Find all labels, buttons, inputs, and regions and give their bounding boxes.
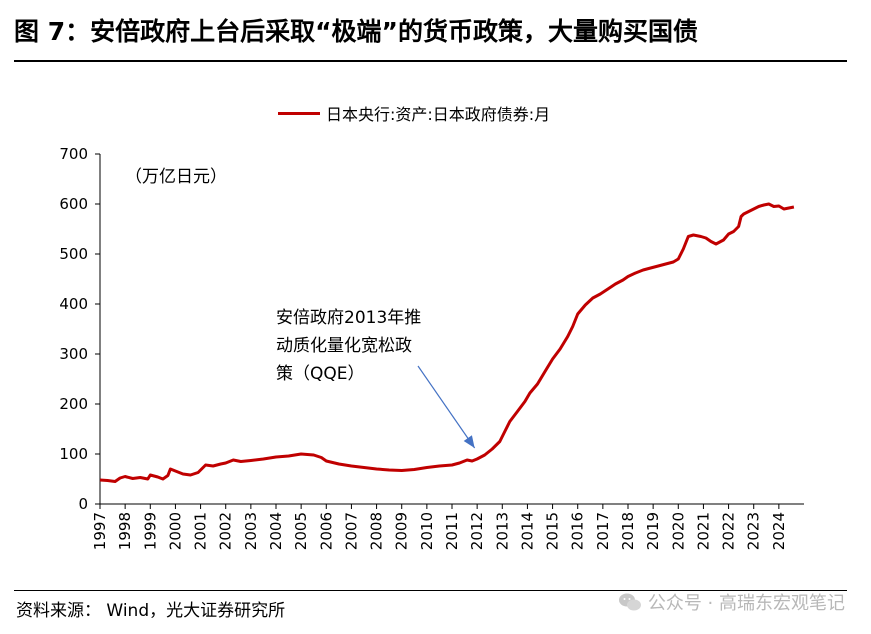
- chart-legend: 日本央行:资产:日本政府债券:月: [278, 103, 551, 124]
- x-tick-label: 2019: [644, 512, 662, 550]
- x-tick-label: 2014: [518, 512, 536, 550]
- y-tick-label: 200: [59, 395, 88, 413]
- y-tick-label: 400: [59, 295, 88, 313]
- x-tick-label: 2005: [292, 512, 310, 550]
- x-tick-label: 2015: [544, 512, 562, 550]
- x-tick-label: 2003: [242, 512, 260, 550]
- watermark-text: 公众号 · 高瑞东宏观笔记: [647, 593, 845, 614]
- x-tick-label: 2007: [342, 512, 360, 550]
- x-tick-label: 2004: [267, 512, 285, 550]
- x-tick-label: 2024: [770, 512, 788, 550]
- y-tick-label: 0: [78, 495, 88, 513]
- chart-series: [99, 202, 795, 483]
- annotation-line-2: 动质化量化宽松政: [276, 336, 412, 356]
- x-tick-label: 2001: [192, 512, 210, 550]
- series-line: [99, 202, 795, 483]
- legend-label: 日本央行:资产:日本政府债券:月: [326, 105, 551, 124]
- x-tick-label: 1997: [91, 512, 109, 550]
- arrow-shaft: [417, 365, 476, 449]
- y-tick-label: 100: [59, 445, 88, 463]
- x-tick-label: 2018: [619, 512, 637, 550]
- x-tick-label: 2021: [694, 512, 712, 550]
- x-tick-label: 2016: [569, 512, 587, 550]
- x-tick-label: 2017: [594, 512, 612, 550]
- x-tick-label: 2011: [443, 512, 461, 550]
- y-tick-label: 600: [59, 195, 88, 213]
- x-tick-label: 2023: [745, 512, 763, 550]
- x-tick-label: 2020: [669, 512, 687, 550]
- y-tick-label: 300: [59, 345, 88, 363]
- annotation-arrow: [417, 365, 476, 449]
- x-tick-label: 2000: [166, 512, 184, 550]
- y-tick-label: 500: [59, 245, 88, 263]
- x-tick-label: 2013: [493, 512, 511, 550]
- annotation-line-1: 安倍政府2013年推: [276, 308, 422, 328]
- x-tick-label: 1998: [116, 512, 134, 550]
- x-tick-label: 2022: [720, 512, 738, 550]
- page-title: 图 7：安倍政府上台后采取“极端”的货币政策，大量购买国债: [14, 17, 698, 46]
- qqe-annotation: 安倍政府2013年推 动质化量化宽松政 策（QQE）: [276, 304, 466, 388]
- x-tick-label: 2008: [368, 512, 386, 550]
- y-tick-label: 700: [59, 145, 88, 163]
- arrow-head: [463, 435, 475, 448]
- legend-swatch: [278, 111, 320, 115]
- x-tick-label: 1999: [141, 512, 159, 550]
- watermark: 公众号 · 高瑞东宏观笔记: [618, 589, 845, 615]
- x-tick-label: 2006: [317, 512, 335, 550]
- annotation-line-3: 策（QQE）: [276, 364, 365, 384]
- x-tick-label: 2002: [217, 512, 235, 550]
- y-unit-label: （万亿日元）: [125, 167, 227, 187]
- chart-axes: 0 100 200 300 400 500 600 700 1997 1998 1999 2000 20…: [59, 145, 804, 550]
- wechat-icon: [618, 592, 642, 612]
- x-tick-label: 2012: [468, 512, 486, 550]
- source-divider: [14, 590, 847, 591]
- x-tick-label: 2009: [393, 512, 411, 550]
- title-divider: [14, 60, 847, 62]
- source-note: 资料来源： Wind，光大证券研究所: [16, 601, 286, 621]
- x-tick-label: 2010: [418, 512, 436, 550]
